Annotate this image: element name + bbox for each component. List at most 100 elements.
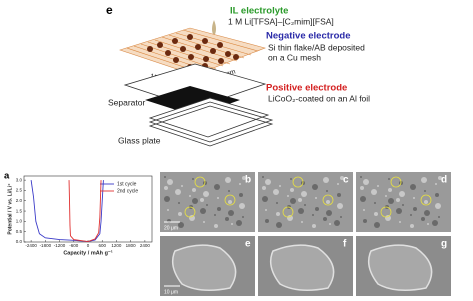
particle [200, 208, 206, 214]
y-tick-label: 1.5 [16, 208, 23, 213]
particle [399, 191, 405, 197]
cathode [145, 86, 240, 116]
x-tick-label: 2400 [140, 243, 151, 248]
particle [206, 204, 208, 206]
particle [388, 188, 392, 192]
particle [360, 196, 366, 202]
panel-label: f [343, 239, 347, 250]
particle [388, 178, 390, 180]
particle [421, 217, 425, 221]
flake [367, 244, 433, 291]
particle [374, 222, 380, 228]
particle [410, 184, 416, 190]
micrographs: b c d e f g 20 μm 10 μm [160, 172, 451, 296]
particle [164, 176, 166, 178]
glass-plate [148, 101, 274, 143]
particle [432, 220, 438, 226]
particle [287, 195, 289, 197]
particle [242, 216, 244, 218]
particle [262, 176, 264, 178]
particle [290, 188, 294, 192]
y-axis-label: Potential / V vs. Li/Li⁺ [7, 183, 13, 235]
particle [329, 223, 331, 225]
particle [239, 183, 241, 185]
particle [167, 179, 173, 185]
line [30, 180, 104, 243]
particle [276, 212, 280, 216]
chart: -2400 -1800 -1200 -600 0 600 1200 1800 2400 0.0 0.… [7, 175, 153, 256]
particle [388, 198, 394, 204]
particle [298, 208, 304, 214]
marker [224, 194, 236, 206]
marker [420, 194, 432, 206]
particle [298, 198, 302, 202]
x-tick-label: -2400 [25, 243, 37, 248]
al-foil [148, 97, 270, 138]
particle [374, 202, 376, 204]
particle [334, 220, 340, 226]
particle [304, 204, 306, 206]
marker [292, 176, 304, 188]
particle [326, 210, 332, 216]
particle [239, 203, 245, 209]
particle [312, 214, 314, 216]
particle [337, 203, 343, 209]
particle [167, 209, 169, 211]
particle [424, 190, 426, 192]
particle [214, 184, 220, 190]
particle [265, 179, 271, 185]
label: Separator [108, 97, 145, 107]
panel-label: b [245, 175, 251, 186]
particle [178, 212, 182, 216]
y-tick-label: 0.5 [16, 229, 23, 234]
label: Glass plate [118, 135, 161, 145]
y-tick-label: 2.0 [16, 198, 23, 203]
glass-plate [148, 105, 274, 147]
particle [399, 221, 401, 223]
particle [192, 188, 196, 192]
particle [337, 183, 339, 185]
particle [181, 185, 183, 187]
x-tick-label: 600 [98, 243, 106, 248]
particle [262, 186, 266, 190]
particle [396, 208, 402, 214]
particle [363, 209, 365, 211]
particle [231, 223, 233, 225]
legend-label: 1st cycle [117, 181, 137, 187]
label: LiCoO₂-coated on an Al foil [268, 93, 370, 103]
particle [340, 176, 344, 180]
particle [385, 195, 387, 197]
particle [337, 193, 341, 197]
particle [217, 207, 221, 211]
y-tick-label: 0.0 [16, 239, 23, 244]
x-tick-label: 1800 [126, 243, 137, 248]
particle [225, 217, 229, 221]
particle [189, 215, 195, 221]
particle [435, 193, 439, 197]
particle [371, 189, 377, 195]
particle [262, 196, 268, 202]
particle [276, 202, 278, 204]
particle [438, 176, 442, 180]
particle [287, 215, 293, 221]
droplet [212, 20, 216, 36]
particle [315, 207, 319, 211]
particle [200, 198, 204, 202]
particle [326, 200, 330, 204]
particle [290, 198, 296, 204]
particle [228, 210, 234, 216]
marker [184, 206, 196, 218]
marker [390, 176, 402, 188]
particle [214, 224, 218, 228]
particle [192, 178, 194, 180]
y-tick-label: 2.5 [16, 188, 23, 193]
marker [380, 206, 392, 218]
marker [282, 206, 294, 218]
label-title: Negative electrode [266, 31, 350, 42]
particle [203, 191, 209, 197]
panel-label: e [245, 239, 251, 250]
particle [217, 197, 219, 199]
particle [189, 195, 191, 197]
particle [290, 178, 292, 180]
particle [363, 219, 367, 223]
